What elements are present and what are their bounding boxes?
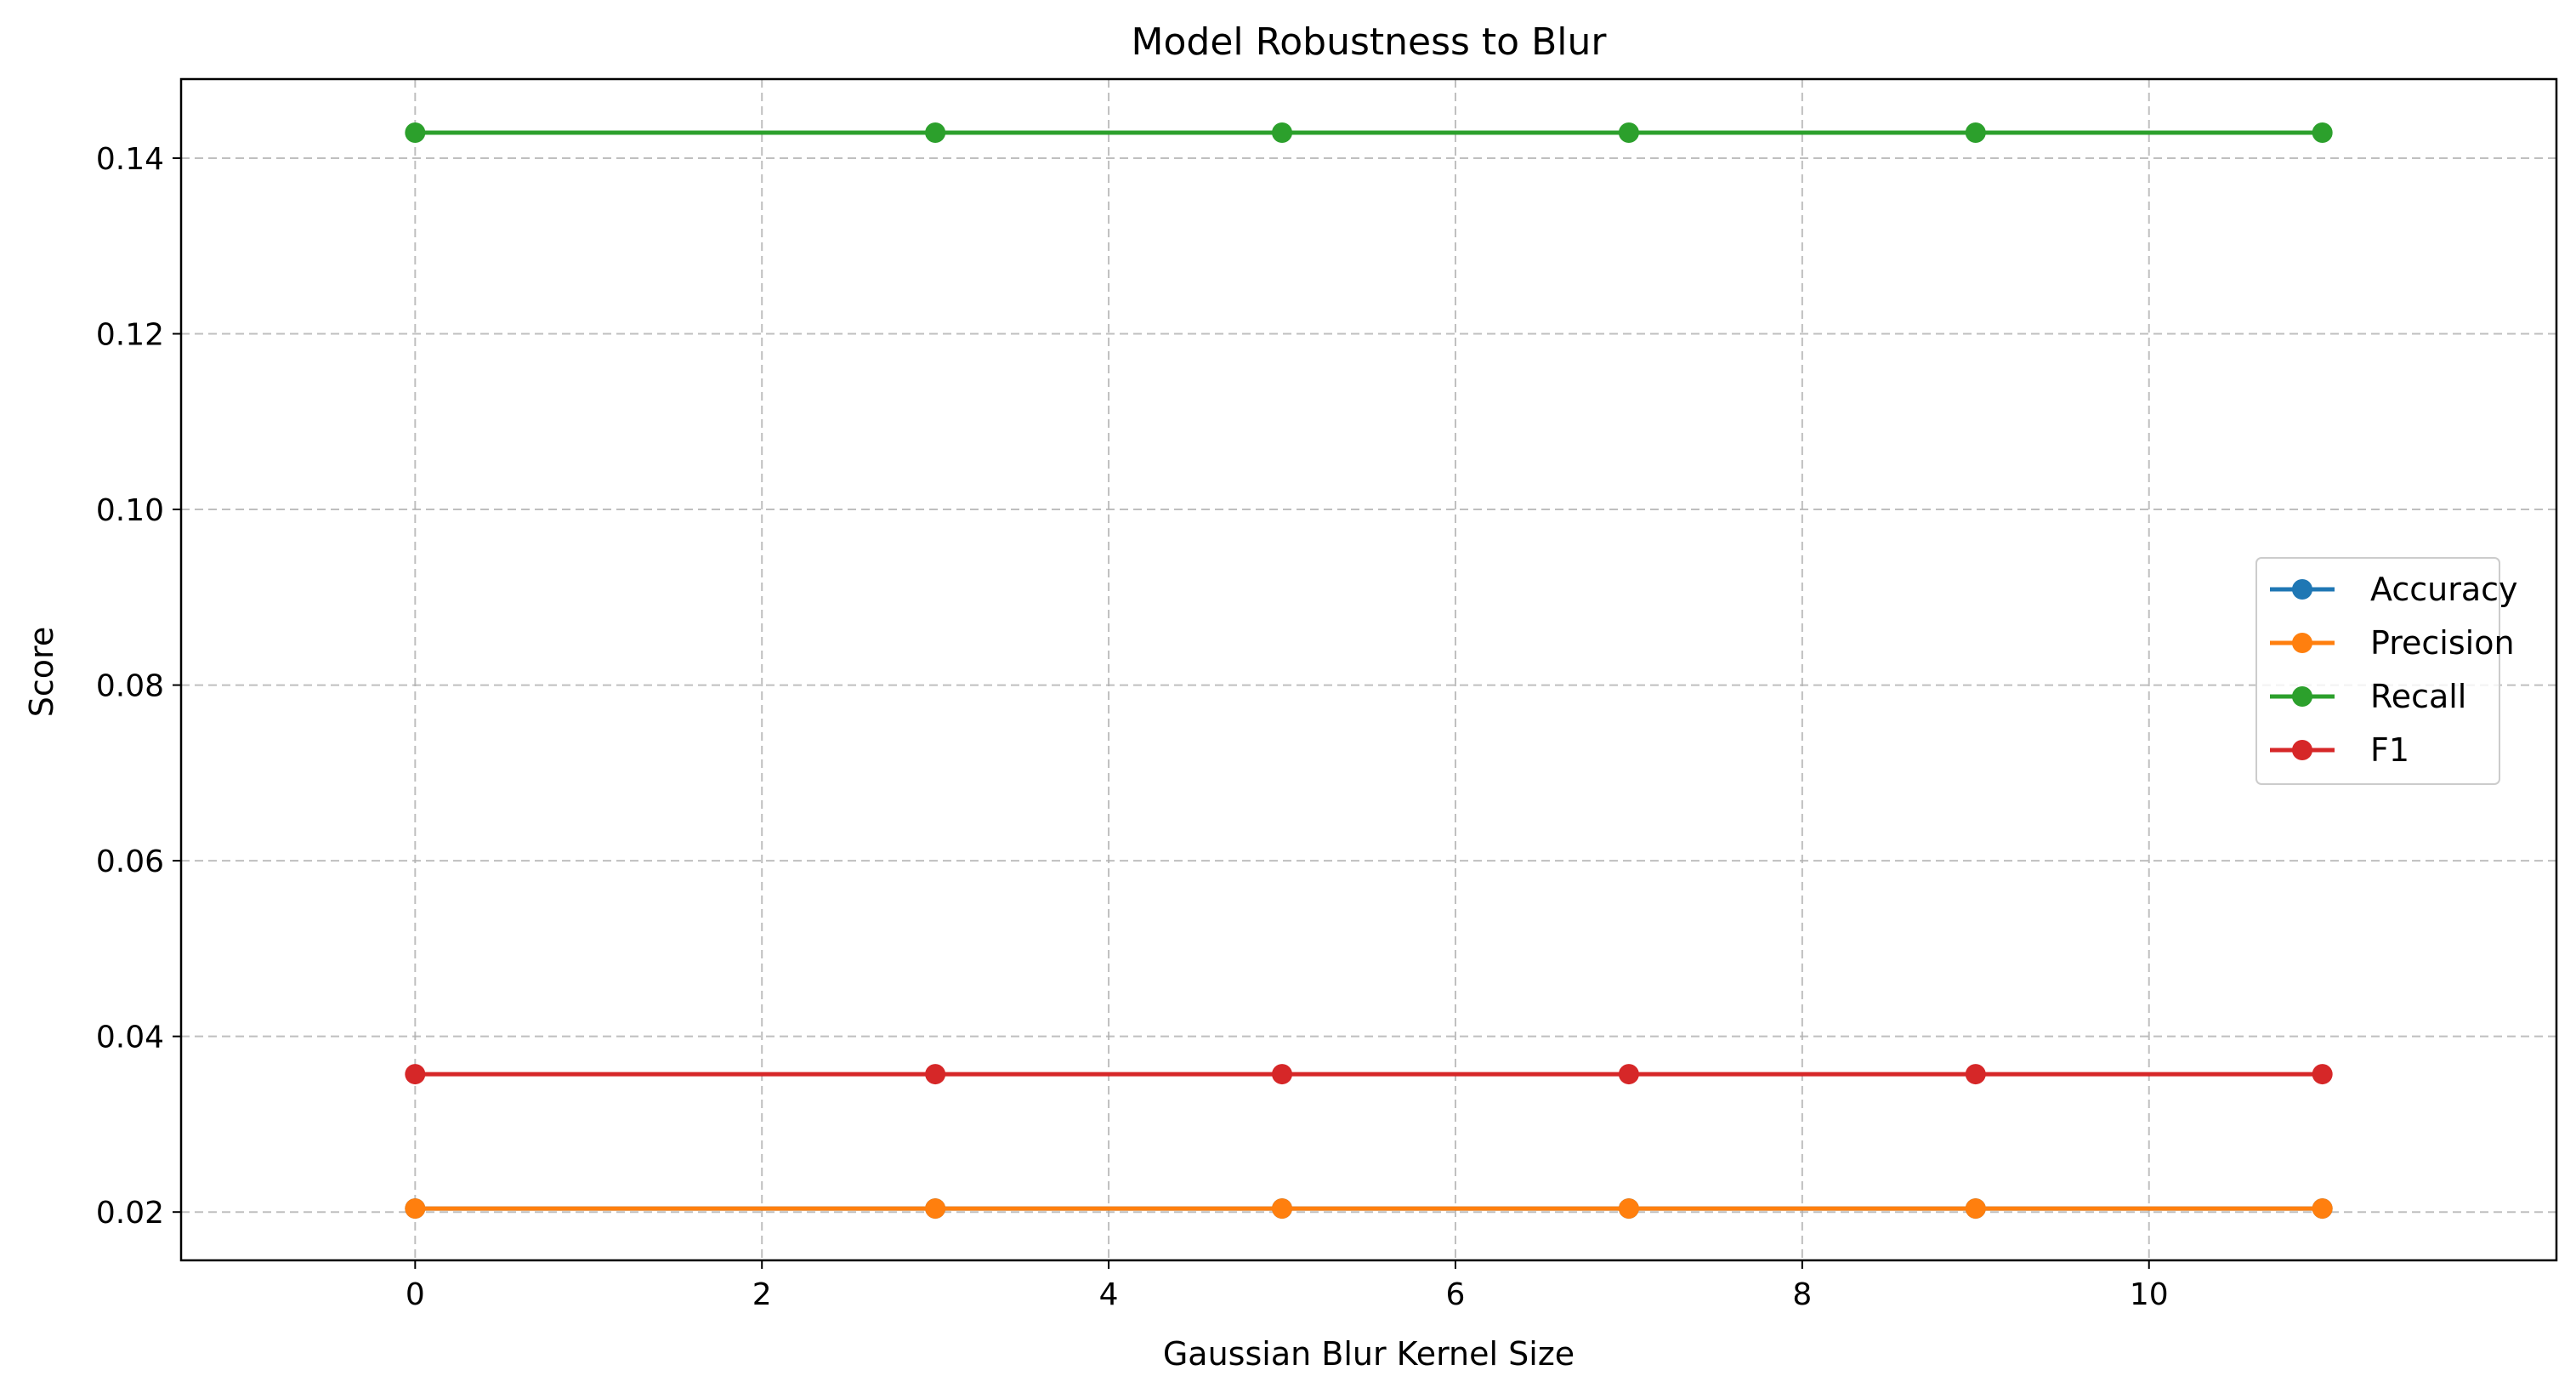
recall-point <box>1618 122 1639 143</box>
legend-label-accuracy: Accuracy <box>2370 571 2518 608</box>
x-tick-label: 0 <box>406 1277 425 1312</box>
f1-point <box>925 1064 946 1085</box>
recall-point <box>1965 122 1986 143</box>
legend: Accuracy Precision Recall F1 <box>2255 557 2518 785</box>
grid-layer <box>181 79 2556 1260</box>
plot-frame <box>179 77 2558 1262</box>
precision-point <box>1618 1198 1639 1220</box>
precision-point <box>925 1198 946 1220</box>
legend-label-recall: Recall <box>2370 678 2466 715</box>
y-tick-label: 0.08 <box>96 669 164 704</box>
precision-point <box>405 1198 426 1220</box>
y-tick-label: 0.12 <box>96 317 164 352</box>
legend-label-precision: Precision <box>2370 624 2515 662</box>
f1-point <box>1965 1064 1986 1085</box>
chart-title: Model Robustness to Blur <box>1132 20 1608 64</box>
precision-point <box>1272 1198 1293 1220</box>
recall-point <box>2312 122 2333 143</box>
series-recall <box>405 122 2333 143</box>
y-axis: 0.02 0.04 0.06 0.08 0.10 0.12 0.14 <box>96 142 181 1231</box>
y-tick-label: 0.02 <box>96 1196 164 1231</box>
series-f1 <box>405 1064 2333 1085</box>
f1-point <box>405 1064 426 1085</box>
x-axis-label: Gaussian Blur Kernel Size <box>1163 1335 1575 1373</box>
recall-point <box>925 122 946 143</box>
precision-point <box>1965 1198 1986 1220</box>
legend-marker-accuracy <box>2292 579 2312 600</box>
legend-label-f1: F1 <box>2370 731 2409 769</box>
x-tick-label: 2 <box>752 1277 772 1312</box>
y-tick-label: 0.06 <box>96 844 164 879</box>
legend-box <box>2255 557 2500 785</box>
y-tick-label: 0.04 <box>96 1021 164 1055</box>
x-tick-label: 4 <box>1099 1277 1119 1312</box>
f1-point <box>2312 1064 2333 1085</box>
x-tick-label: 8 <box>1792 1277 1812 1312</box>
series-layer <box>405 122 2333 1220</box>
f1-point <box>1618 1064 1639 1085</box>
x-axis: 0 2 4 6 8 10 <box>406 1260 2169 1312</box>
legend-marker-precision <box>2292 633 2312 653</box>
x-tick-label: 6 <box>1446 1277 1466 1312</box>
legend-marker-recall <box>2292 686 2312 707</box>
y-tick-label: 0.10 <box>96 493 164 528</box>
legend-marker-f1 <box>2292 740 2312 760</box>
precision-point <box>2312 1198 2333 1220</box>
y-axis-label: Score <box>23 627 60 717</box>
y-tick-label: 0.14 <box>96 142 164 177</box>
series-precision <box>405 1198 2333 1220</box>
x-tick-label: 10 <box>2130 1277 2169 1312</box>
recall-point <box>1272 122 1293 143</box>
recall-point <box>405 122 426 143</box>
f1-point <box>1272 1064 1293 1085</box>
